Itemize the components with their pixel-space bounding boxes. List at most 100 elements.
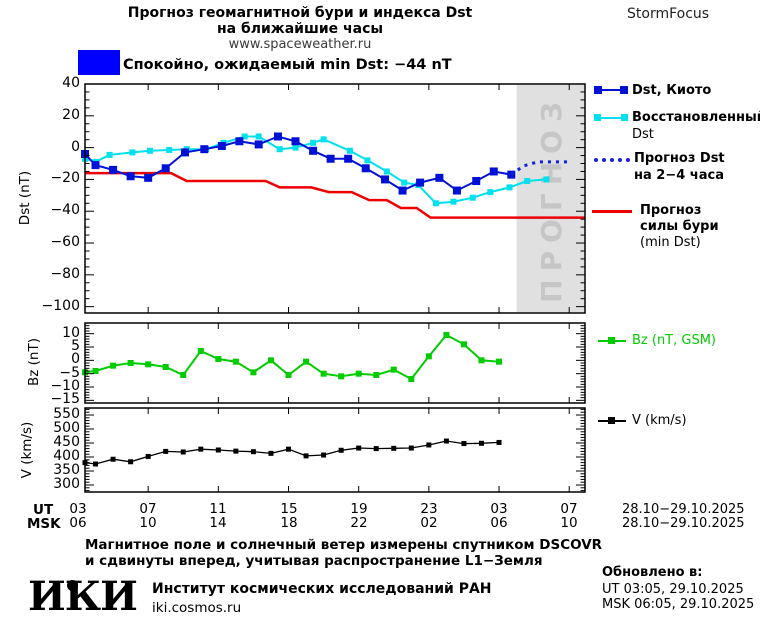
- marker-dst-restored: [364, 157, 371, 164]
- updated-ut: UT 03:05, 29.10.2025: [602, 582, 744, 597]
- legend-label-forecast-1: Прогноз Dst: [634, 151, 725, 166]
- legend-marker-restored: [594, 114, 601, 121]
- marker-solar-wind-speed: [356, 445, 362, 451]
- y-tick-label-bz: −5: [59, 365, 80, 381]
- marker-solar-wind-speed: [496, 439, 502, 445]
- marker-dst-kyoto: [344, 154, 353, 163]
- msk-tick-10: 10: [560, 515, 578, 531]
- marker-dst-restored: [106, 151, 113, 158]
- marker-dst-kyoto: [217, 142, 226, 151]
- msk-tick-10: 10: [139, 515, 157, 531]
- y-tick-label-v: 400: [53, 448, 80, 464]
- marker-dst-kyoto: [91, 161, 100, 170]
- y-tick-label-v: 350: [53, 462, 80, 478]
- marker-dst-kyoto: [161, 164, 170, 173]
- legend-marker-dst-kyoto: [594, 86, 602, 94]
- marker-bz-gsm: [92, 368, 99, 374]
- marker-bz-gsm: [478, 357, 485, 364]
- plot-frame-v: [84, 407, 586, 493]
- legend-sample-restored: [594, 117, 628, 119]
- legend-label-v: V (km/s): [632, 413, 687, 428]
- title-line1: Прогноз геомагнитной бури и индекса Dst: [127, 5, 473, 21]
- marker-dst-kyoto: [181, 148, 189, 157]
- institute-site[interactable]: iki.cosmos.ru: [152, 600, 242, 616]
- marker-dst-kyoto: [291, 137, 300, 146]
- marker-solar-wind-speed: [180, 449, 186, 455]
- legend-sample-forecast: [594, 158, 630, 162]
- marker-dst-restored: [383, 168, 390, 175]
- marker-dst-restored: [506, 184, 513, 191]
- legend-label-restored-2: Dst: [632, 127, 654, 142]
- marker-bz-gsm: [460, 341, 467, 348]
- marker-dst-kyoto: [381, 175, 389, 184]
- marker-bz-gsm: [232, 358, 239, 365]
- marker-dst-restored: [524, 178, 531, 185]
- marker-solar-wind-speed: [408, 445, 414, 451]
- marker-dst-restored: [320, 136, 327, 143]
- series-bz-gsm: [84, 333, 500, 381]
- marker-solar-wind-speed: [321, 452, 327, 458]
- marker-dst-restored: [292, 144, 299, 151]
- site-link[interactable]: www.spaceweather.ru: [228, 37, 372, 52]
- marker-bz-gsm: [338, 373, 345, 380]
- marker-dst-kyoto: [489, 167, 498, 176]
- y-tick-label-bz: 10: [62, 325, 80, 341]
- series-storm-forecast: [85, 171, 585, 219]
- legend-marker-restored-2: [621, 114, 628, 121]
- marker-solar-wind-speed: [145, 453, 151, 459]
- legend-sample-storm: [592, 210, 632, 213]
- ut-row-label: UT: [33, 502, 54, 518]
- marker-dst-kyoto: [254, 140, 263, 149]
- marker-dst-restored: [241, 133, 248, 140]
- y-tick-label-dst: 0: [71, 139, 80, 155]
- marker-dst-kyoto: [398, 186, 407, 195]
- msk-tick-06: 06: [69, 515, 87, 531]
- marker-bz-gsm: [180, 372, 187, 378]
- ut-tick-03: 03: [69, 501, 87, 517]
- legend-marker-dst-kyoto-2: [620, 86, 628, 94]
- status-text: Спокойно, ожидаемый min Dst: −44 nT: [123, 57, 452, 73]
- marker-dst-restored: [166, 146, 173, 153]
- marker-bz-gsm: [408, 376, 415, 382]
- date-range-msk: 28.10−29.10.2025: [622, 516, 745, 531]
- marker-bz-gsm: [110, 362, 117, 369]
- marker-solar-wind-speed: [128, 459, 134, 465]
- updated-msk: MSK 06:05, 29.10.2025: [602, 597, 755, 612]
- marker-dst-kyoto: [309, 146, 318, 155]
- marker-bz-gsm: [373, 372, 380, 378]
- marker-dst-restored: [146, 147, 153, 154]
- marker-bz-gsm: [250, 369, 257, 376]
- ut-tick-07: 07: [139, 501, 157, 517]
- msk-tick-22: 22: [350, 515, 368, 531]
- chart-canvas: ПРОГНОЗ: [81, 83, 586, 493]
- marker-solar-wind-speed: [443, 438, 449, 444]
- marker-dst-kyoto: [472, 177, 481, 186]
- marker-bz-gsm: [355, 370, 362, 377]
- y-tick-label-dst: 20: [62, 107, 80, 123]
- marker-solar-wind-speed: [198, 446, 204, 452]
- legend-marker-bz: [608, 337, 615, 344]
- marker-dst-kyoto: [507, 170, 516, 179]
- plot-frame-bz: [84, 322, 586, 404]
- series-solar-wind-speed: [84, 440, 500, 465]
- iki-logo: ИКИ: [28, 573, 138, 620]
- marker-dst-kyoto: [144, 173, 153, 182]
- legend-label-forecast-2: на 2−4 часа: [634, 168, 724, 183]
- marker-solar-wind-speed: [426, 442, 432, 448]
- legend-marker-v: [608, 417, 615, 424]
- status-color-swatch: [78, 50, 120, 75]
- forecast-band: [516, 85, 584, 312]
- y-tick-label-bz: −10: [50, 378, 80, 394]
- brand-label: StormFocus: [627, 6, 710, 22]
- marker-dst-kyoto: [126, 172, 135, 181]
- marker-bz-gsm: [496, 358, 503, 365]
- legend-label-dst-kyoto: Dst, Киото: [632, 83, 712, 98]
- legend-label-restored-1: Восстановленный: [632, 110, 760, 125]
- updated-title: Обновлено в:: [602, 565, 703, 580]
- marker-solar-wind-speed: [215, 447, 221, 453]
- marker-dst-restored: [543, 176, 550, 183]
- y-tick-label-v: 450: [53, 434, 80, 450]
- marker-dst-restored: [469, 194, 476, 201]
- ut-tick-23: 23: [420, 501, 438, 517]
